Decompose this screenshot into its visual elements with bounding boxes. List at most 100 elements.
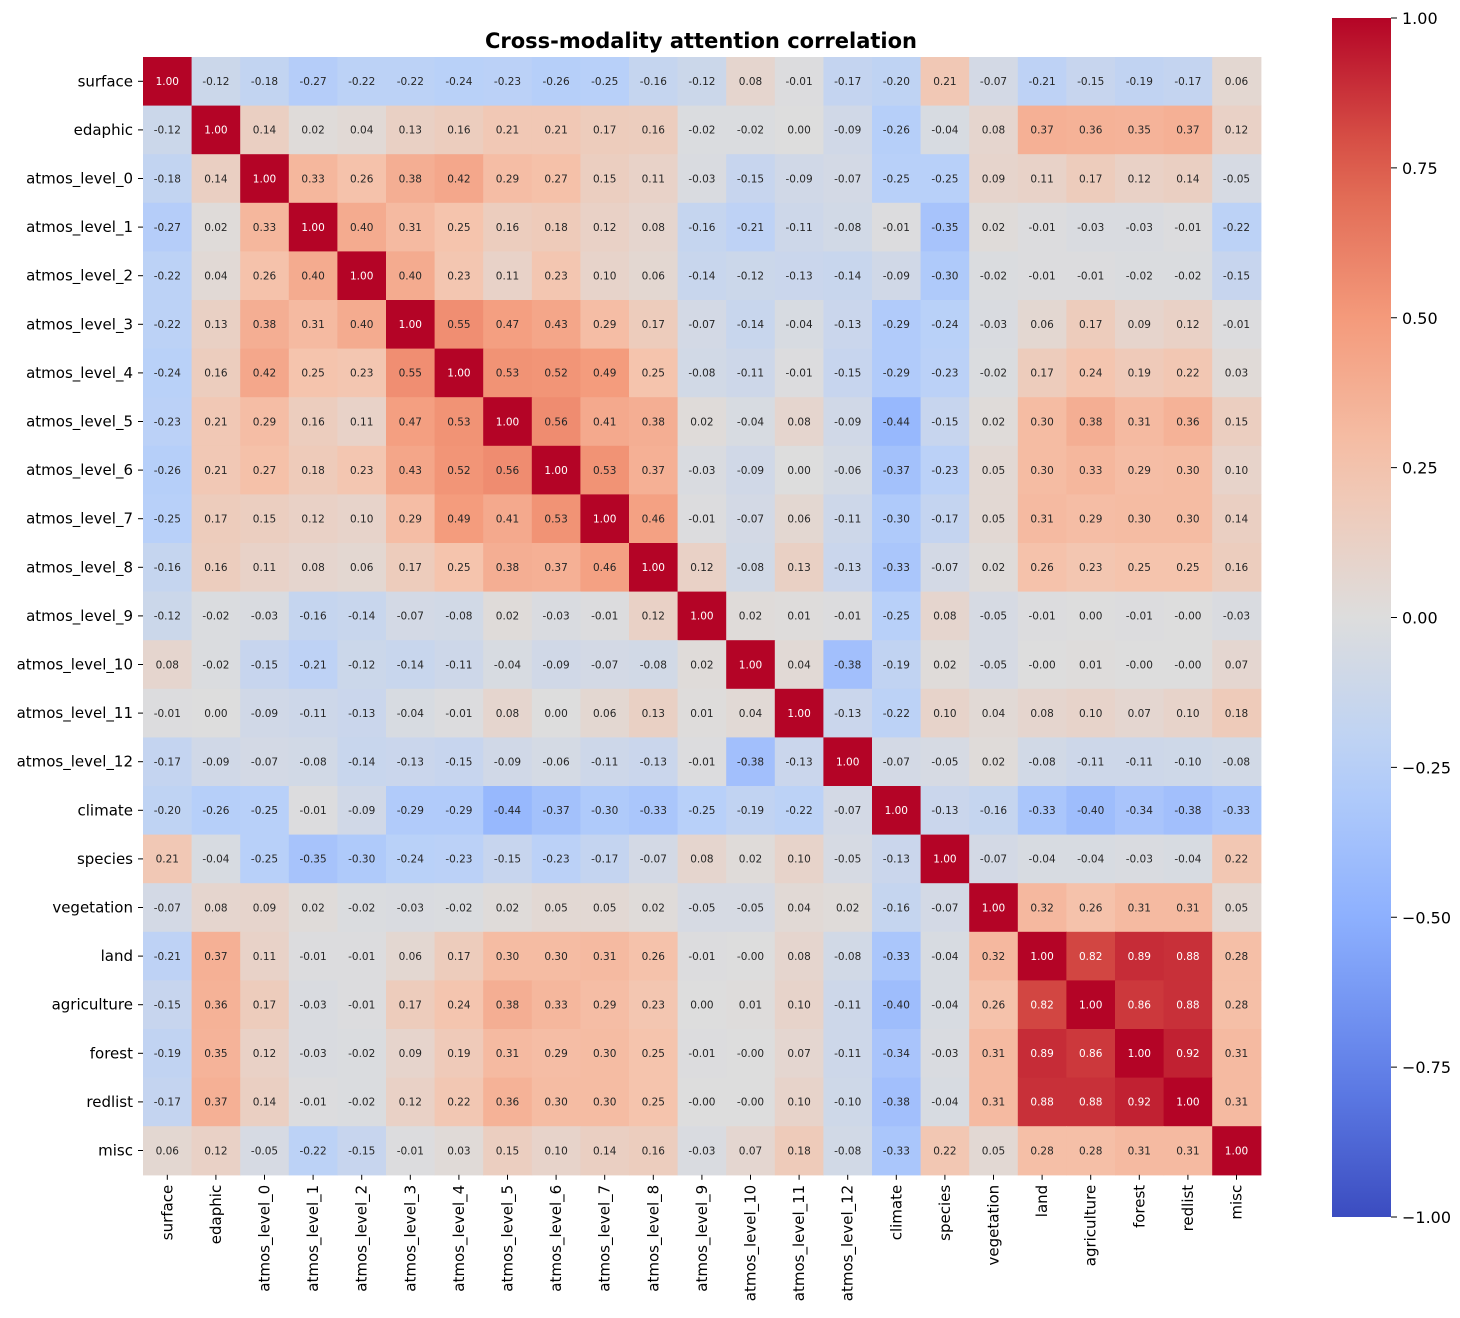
colorbar: 1.00 0.75 0.50 0.25 0.00 −0.25 −0.50 −0.75 −1.00 xyxy=(1332,9,1451,1227)
heatmap-cell-atmos_level_11-atmos_level_6 xyxy=(531,688,581,738)
heatmap-cell-land-edaphic xyxy=(191,931,241,981)
cell-value-label: -0.13 xyxy=(786,757,813,769)
cell-value-label: -0.14 xyxy=(348,611,375,623)
cell-value-label: -0.03 xyxy=(300,1000,327,1012)
row-label-atmos_level_5: atmos_level_5 xyxy=(26,413,133,432)
cell-value-label: 0.22 xyxy=(447,1097,470,1109)
cell-value-label: -0.07 xyxy=(688,319,715,331)
heatmap-cell-atmos_level_4-atmos_level_1 xyxy=(288,348,338,398)
cell-value-label: 0.13 xyxy=(642,708,665,720)
cell-value-label: -0.09 xyxy=(834,416,861,428)
heatmap-cell-atmos_level_8-redlist xyxy=(1163,543,1213,593)
heatmap-cell-land-land xyxy=(1017,931,1067,981)
heatmap-cell-forest-atmos_level_2 xyxy=(337,1029,387,1079)
heatmap-cell-atmos_level_2-land xyxy=(1017,251,1067,301)
cell-value-label: -0.03 xyxy=(980,319,1007,331)
cell-value-label: 0.23 xyxy=(447,271,470,283)
heatmap-cell-forest-atmos_level_4 xyxy=(434,1029,484,1079)
cell-value-label: -0.26 xyxy=(202,805,229,817)
heatmap-cell-atmos_level_9-atmos_level_6 xyxy=(531,591,581,641)
heatmap-cell-vegetation-surface xyxy=(143,883,193,933)
chart-title: Cross-modality attention correlation xyxy=(485,29,917,53)
heatmap-cell-forest-atmos_level_12 xyxy=(823,1029,873,1079)
row-label-atmos_level_12: atmos_level_12 xyxy=(17,753,133,772)
heatmap-cell-atmos_level_4-atmos_level_9 xyxy=(677,348,727,398)
heatmap-cell-atmos_level_7-atmos_level_10 xyxy=(726,494,776,544)
heatmap-cell-atmos_level_11-species xyxy=(920,688,970,738)
cell-value-label: -0.24 xyxy=(154,368,181,380)
cell-value-label: 0.08 xyxy=(690,854,713,866)
heatmap-cell-misc-redlist xyxy=(1163,1126,1213,1176)
column-label-agriculture: agriculture xyxy=(1082,1185,1100,1266)
heatmap-cell-surface-atmos_level_9 xyxy=(677,57,727,107)
heatmap-cell-atmos_level_10-climate xyxy=(872,640,922,690)
cell-value-label: 0.12 xyxy=(399,1097,422,1109)
cell-value-label: 1.00 xyxy=(496,416,519,428)
heatmap-cell-atmos_level_1-atmos_level_8 xyxy=(629,202,679,252)
cell-value-label: -0.07 xyxy=(883,757,910,769)
heatmap-cell-atmos_level_0-atmos_level_4 xyxy=(434,154,484,204)
heatmap-cell-edaphic-atmos_level_4 xyxy=(434,105,484,155)
heatmap-cell-edaphic-climate xyxy=(872,105,922,155)
cell-value-label: -0.08 xyxy=(834,1145,861,1157)
cell-value-label: 0.10 xyxy=(787,854,810,866)
cell-value-label: -0.03 xyxy=(251,611,278,623)
heatmap-cell-atmos_level_6-atmos_level_6 xyxy=(531,445,581,495)
cell-value-label: -0.19 xyxy=(883,659,910,671)
heatmap-cell-species-atmos_level_9 xyxy=(677,834,727,884)
cell-value-label: 0.07 xyxy=(787,1048,810,1060)
heatmap-cell-climate-atmos_level_10 xyxy=(726,786,776,836)
cell-value-label: 0.23 xyxy=(1079,562,1102,574)
cell-value-label: -0.00 xyxy=(688,1097,715,1109)
heatmap-cell-atmos_level_11-forest xyxy=(1115,688,1165,738)
cell-value-label: 0.29 xyxy=(544,1048,567,1060)
cell-value-label: -0.07 xyxy=(834,173,861,185)
cell-value-label: 0.31 xyxy=(1128,902,1151,914)
heatmap-cell-species-atmos_level_4 xyxy=(434,834,484,884)
heatmap-cell-agriculture-atmos_level_7 xyxy=(580,980,630,1030)
heatmap-cell-atmos_level_11-atmos_level_4 xyxy=(434,688,484,738)
heatmap-cell-redlist-edaphic xyxy=(191,1077,241,1127)
heatmap-cell-atmos_level_7-agriculture xyxy=(1066,494,1116,544)
cell-value-label: 0.25 xyxy=(642,368,665,380)
cell-value-label: 0.02 xyxy=(301,125,324,137)
heatmap-cell-land-atmos_level_1 xyxy=(288,931,338,981)
heatmap-cell-atmos_level_1-atmos_level_3 xyxy=(386,202,436,252)
heatmap-cell-atmos_level_11-atmos_level_5 xyxy=(483,688,533,738)
cell-value-label: -0.30 xyxy=(931,271,958,283)
cell-value-label: 0.16 xyxy=(642,1145,666,1157)
cell-value-label: 0.26 xyxy=(982,1000,1006,1012)
cell-value-label: 0.02 xyxy=(496,611,519,623)
cell-value-label: -0.16 xyxy=(154,562,181,574)
heatmap-cell-misc-atmos_level_6 xyxy=(531,1126,581,1176)
column-label-surface: surface xyxy=(158,1185,176,1240)
cell-value-label: -0.16 xyxy=(688,222,715,234)
cell-value-label: -0.34 xyxy=(883,1048,910,1060)
row-label-atmos_level_6: atmos_level_6 xyxy=(26,461,133,480)
heatmap-cell-atmos_level_7-forest xyxy=(1115,494,1165,544)
heatmap-cell-vegetation-atmos_level_7 xyxy=(580,883,630,933)
cell-value-label: -0.25 xyxy=(154,514,181,526)
cell-value-label: -0.02 xyxy=(445,902,472,914)
cell-value-label: 0.19 xyxy=(1128,368,1151,380)
heatmap-cell-atmos_level_0-agriculture xyxy=(1066,154,1116,204)
cell-value-label: 0.23 xyxy=(642,1000,665,1012)
cell-value-label: -0.02 xyxy=(202,611,229,623)
heatmap-cell-atmos_level_8-atmos_level_8 xyxy=(629,543,679,593)
cell-value-label: -0.23 xyxy=(445,854,472,866)
cell-value-label: 0.25 xyxy=(642,1048,665,1060)
heatmap-cell-agriculture-atmos_level_4 xyxy=(434,980,484,1030)
heatmap-cell-species-atmos_level_10 xyxy=(726,834,776,884)
heatmap-cell-atmos_level_5-atmos_level_6 xyxy=(531,397,581,447)
cell-value-label: 0.43 xyxy=(399,465,422,477)
cell-value-label: 0.24 xyxy=(447,1000,471,1012)
cell-value-label: 0.17 xyxy=(447,951,470,963)
heatmap-cell-species-atmos_level_0 xyxy=(240,834,290,884)
heatmap-cell-surface-land xyxy=(1017,57,1067,107)
cell-value-label: 0.07 xyxy=(739,1145,762,1157)
heatmap-cell-redlist-redlist xyxy=(1163,1077,1213,1127)
cell-value-label: -0.09 xyxy=(543,659,570,671)
heatmap-cell-forest-forest xyxy=(1115,1029,1165,1079)
heatmap-cell-climate-atmos_level_3 xyxy=(386,786,436,836)
heatmap-cell-forest-edaphic xyxy=(191,1029,241,1079)
